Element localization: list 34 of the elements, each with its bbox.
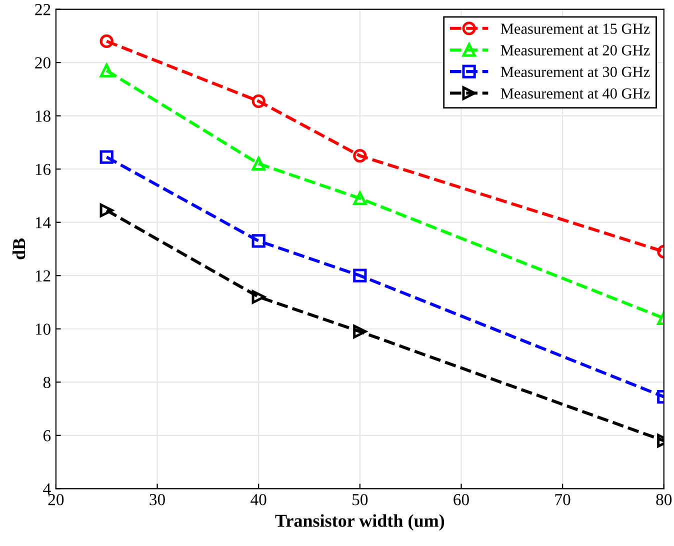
y-tick-label: 12	[36, 270, 50, 282]
point	[100, 64, 114, 78]
y-tick-label: 8	[43, 376, 50, 388]
y-tick-label: 14	[36, 217, 51, 228]
point	[252, 290, 266, 304]
y-tick-label: 4	[43, 483, 51, 494]
point	[252, 234, 266, 248]
x-tick-label: 70	[555, 494, 570, 506]
point	[100, 150, 114, 164]
x-tick-label: 30	[150, 494, 165, 506]
point	[100, 204, 114, 218]
y-tick-label: 22	[35, 4, 50, 16]
y-tick-label: 18	[36, 110, 50, 122]
point	[252, 94, 266, 108]
y-tick-label: 20	[35, 57, 50, 68]
y-axis-title: dB	[12, 238, 26, 260]
point	[353, 148, 367, 163]
point	[100, 34, 114, 48]
point	[252, 156, 266, 171]
legend-label: Measurement at 40 GHz	[500, 88, 650, 99]
x-tick-label: 50	[352, 494, 368, 506]
x-tick-label: 60	[454, 494, 469, 506]
point	[353, 268, 367, 282]
legend-label: Measurement at 30 GHz	[500, 66, 650, 78]
point	[353, 324, 367, 338]
x-tick-label: 40	[250, 494, 266, 506]
x-axis-title: Transistor width (um)	[275, 514, 444, 531]
x-tick-label: 80	[656, 494, 672, 506]
y-tick-label: 16	[36, 164, 51, 176]
y-tick-label: 10	[36, 324, 50, 335]
point	[353, 192, 367, 206]
legend-label: Measurement at 20 GHz	[500, 45, 650, 56]
legend-label: Measurement at 15 GHz	[500, 24, 650, 34]
y-tick-label: 6	[43, 430, 51, 442]
